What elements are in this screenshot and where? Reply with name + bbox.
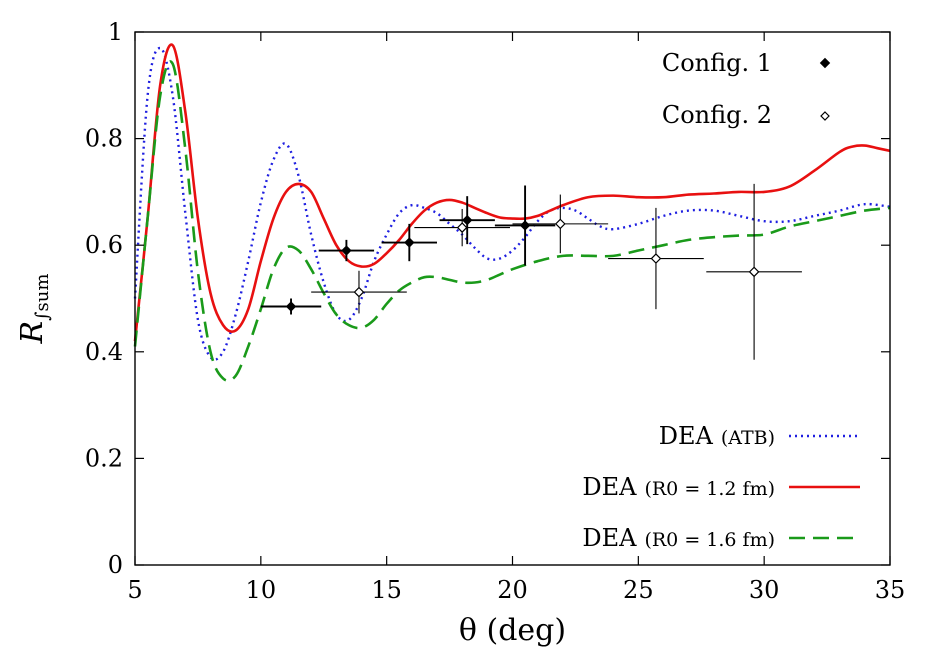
legend-item-config-2: Config. 2 (662, 101, 830, 129)
legend-label-dea-atb: DEA (ATB) (659, 422, 775, 450)
data-point-config-2 (554, 218, 566, 230)
y-tick-label: 0.8 (85, 125, 123, 153)
y-axis-label: R∫sum (15, 274, 53, 345)
x-tick-label: 35 (875, 576, 906, 604)
data-point-config-2 (353, 286, 365, 298)
x-tick-label: 15 (371, 576, 402, 604)
x-axis-label: θ (deg) (459, 613, 566, 648)
y-tick-label: 0 (108, 551, 123, 579)
data-point-config-1 (519, 220, 531, 231)
data-point-config-1 (341, 245, 352, 256)
series-line-dotted (133, 46, 891, 361)
x-tick-label: 10 (246, 576, 277, 604)
legend-label-dea-atb-main: DEA (659, 422, 714, 450)
legend-label-dea-r0-1-6: DEA (R0 = 1.6 fm) (582, 524, 775, 552)
series-line-solid (133, 43, 891, 342)
data-point-config-2 (650, 253, 662, 264)
x-tick-label: 25 (623, 576, 654, 604)
x-tick-label: 5 (127, 576, 142, 604)
points-layer (260, 183, 802, 360)
data-point-config-1 (461, 214, 473, 226)
y-tick-label: 0.2 (85, 444, 123, 472)
y-tick-label: 1 (108, 18, 123, 46)
legend-item-dea-r0-1-2: DEA (R0 = 1.2 fm) (582, 473, 860, 501)
legend-label-dea-r0-1-6-detail: (R0 = 1.6 fm) (644, 529, 775, 551)
y-axis-label-main: R (15, 321, 50, 345)
x-tick-label: 30 (749, 576, 780, 604)
legend-label-config-2: Config. 2 (662, 101, 772, 129)
legend-label-config-1: Config. 1 (662, 49, 772, 77)
legend-label-dea-r0-1-2: DEA (R0 = 1.2 fm) (582, 473, 775, 501)
legend-label-dea-atb-detail: (ATB) (721, 427, 775, 449)
axis-ticks: 5 10 15 20 25 30 35 0 0.2 0.4 0.6 0.8 1 (85, 18, 905, 604)
data-point-config-2 (456, 222, 468, 233)
legend-label-dea-r0-1-2-main: DEA (582, 473, 637, 501)
legend-curves: DEA (ATB) DEA (R0 = 1.2 fm) DEA (R0 = 1.6 f… (582, 422, 860, 552)
legend-item-config-1: Config. 1 (662, 49, 831, 77)
y-tick-label: 0.4 (85, 338, 123, 366)
data-point-config-2 (748, 266, 760, 278)
legend-item-dea-r0-1-6: DEA (R0 = 1.6 fm) (582, 524, 860, 552)
legend-markers: Config. 1 Config. 2 (662, 49, 831, 129)
data-point-config-1 (285, 301, 297, 312)
legend-item-dea-atb: DEA (ATB) (659, 422, 860, 450)
curves-layer (133, 43, 891, 383)
x-tick-label: 20 (497, 576, 528, 604)
plot-frame (134, 31, 891, 566)
legend-marker-filled-diamond (819, 57, 831, 69)
y-axis-label-sub: ∫sum (32, 274, 53, 321)
legend-label-dea-r0-1-6-main: DEA (582, 524, 637, 552)
y-tick-label: 0.6 (85, 231, 123, 259)
legend-marker-open-diamond (820, 111, 830, 121)
legend-label-dea-r0-1-2-detail: (R0 = 1.2 fm) (644, 478, 775, 500)
data-point-config-1 (404, 237, 415, 248)
series-line-dashed (133, 60, 891, 383)
